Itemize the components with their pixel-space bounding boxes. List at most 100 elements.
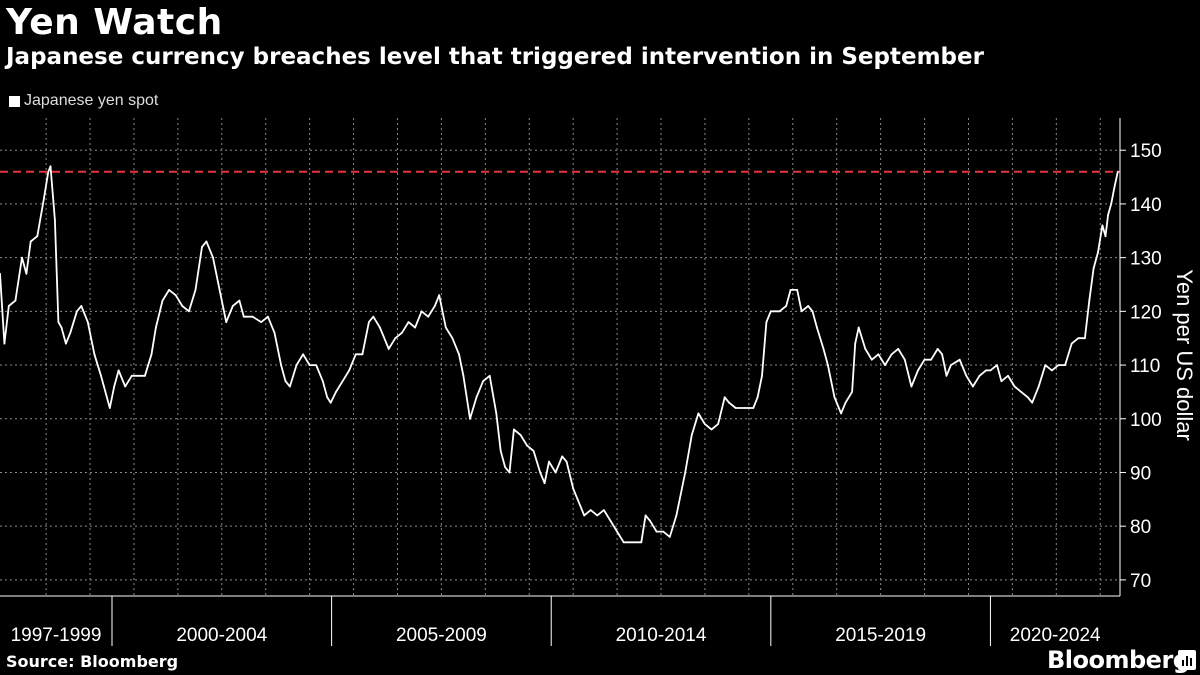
chart-title: Yen Watch xyxy=(6,2,223,43)
data-point xyxy=(769,310,772,313)
data-point xyxy=(723,396,726,399)
data-point xyxy=(930,358,932,361)
data-point xyxy=(822,348,825,350)
legend-label: Japanese yen spot xyxy=(24,92,159,109)
data-point xyxy=(218,289,221,291)
data-point xyxy=(57,321,60,323)
data-point xyxy=(308,364,311,366)
data-point xyxy=(622,541,625,544)
data-point xyxy=(936,348,939,350)
data-point xyxy=(54,219,56,221)
data-point xyxy=(504,466,506,468)
data-point xyxy=(420,310,423,313)
data-point xyxy=(372,315,375,318)
data-point xyxy=(212,256,214,259)
data-point xyxy=(231,305,234,307)
data-point xyxy=(188,310,190,313)
data-point xyxy=(910,385,913,388)
data-point xyxy=(1057,364,1060,366)
data-point xyxy=(462,374,465,377)
y-tick-label: 90 xyxy=(1130,463,1151,484)
chart-subtitle: Japanese currency breaches level that tr… xyxy=(6,44,984,70)
data-point xyxy=(589,509,592,511)
data-point xyxy=(273,331,276,334)
data-point xyxy=(978,374,981,377)
data-point xyxy=(690,434,693,436)
data-point xyxy=(890,353,893,356)
data-point xyxy=(675,514,678,517)
data-point xyxy=(379,326,381,329)
data-point xyxy=(945,374,948,377)
data-point xyxy=(572,487,575,490)
data-point xyxy=(348,369,351,372)
data-point xyxy=(1110,203,1113,205)
data-point xyxy=(444,326,447,329)
data-point xyxy=(917,369,919,372)
y-tick-label: 120 xyxy=(1130,302,1162,323)
data-point xyxy=(49,165,52,168)
data-point xyxy=(451,337,454,340)
data-point xyxy=(996,364,998,366)
data-point xyxy=(796,289,799,291)
data-point xyxy=(438,294,441,297)
data-point xyxy=(1101,224,1104,227)
data-point xyxy=(458,353,460,356)
data-point xyxy=(923,358,926,361)
data-point xyxy=(329,401,332,404)
data-point xyxy=(21,256,23,259)
data-point xyxy=(576,498,579,501)
data-point xyxy=(989,369,992,372)
data-point xyxy=(807,305,810,307)
data-point xyxy=(181,305,184,307)
data-point xyxy=(1077,337,1080,340)
data-point xyxy=(499,450,502,452)
data-point xyxy=(548,460,550,463)
data-point xyxy=(29,240,32,243)
data-point xyxy=(609,519,612,522)
data-point xyxy=(728,401,730,404)
data-point xyxy=(69,331,72,334)
data-point xyxy=(108,407,111,409)
data-point xyxy=(43,197,45,200)
data-point xyxy=(603,509,605,511)
y-tick-label: 100 xyxy=(1130,410,1162,431)
data-point xyxy=(7,305,10,307)
x-group-label: 2020-2024 xyxy=(1010,625,1101,646)
data-point xyxy=(649,519,651,522)
yen-spot-line xyxy=(0,165,1119,544)
terminal-icon xyxy=(1178,650,1196,670)
data-point xyxy=(697,412,700,415)
data-point xyxy=(36,235,39,238)
data-point xyxy=(433,305,436,307)
data-point xyxy=(150,353,153,356)
data-point xyxy=(205,240,208,243)
data-point xyxy=(321,380,324,383)
data-point xyxy=(857,326,860,329)
data-point xyxy=(174,294,177,297)
data-point xyxy=(47,170,50,173)
data-point xyxy=(704,423,706,425)
data-point xyxy=(302,353,304,356)
data-point xyxy=(958,358,961,361)
data-point xyxy=(636,541,638,544)
data-point xyxy=(60,326,63,329)
data-point xyxy=(565,460,568,463)
data-point xyxy=(1104,235,1107,238)
y-tick-label: 80 xyxy=(1130,517,1151,538)
data-point xyxy=(1051,369,1053,372)
data-point xyxy=(811,310,814,313)
data-point xyxy=(508,471,511,474)
data-point xyxy=(280,364,282,366)
data-point xyxy=(734,407,737,409)
data-point xyxy=(532,450,535,452)
data-point xyxy=(1113,186,1116,189)
data-point xyxy=(543,482,546,485)
brand-logo: Bloomberg xyxy=(1047,646,1190,674)
data-point xyxy=(315,364,318,366)
data-point xyxy=(326,396,329,399)
data-point xyxy=(1026,396,1029,399)
data-point xyxy=(844,401,847,404)
data-point xyxy=(407,321,410,323)
data-point xyxy=(161,299,164,302)
